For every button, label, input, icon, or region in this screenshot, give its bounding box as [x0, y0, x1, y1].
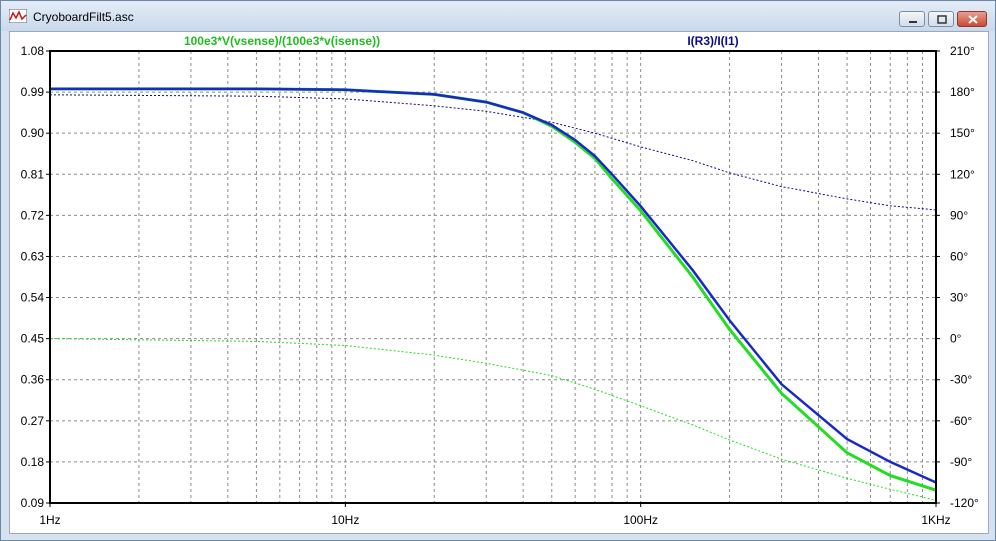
x-tick-label: 1Hz — [39, 513, 60, 527]
y-tick-label-right: 90° — [950, 208, 968, 222]
y-tick-label-right: 120° — [950, 167, 975, 181]
trace-label-vsense: 100e3*V(vsense)/(100e3*v(isense)) — [184, 34, 380, 48]
y-tick-label-right: 60° — [950, 249, 968, 263]
y-tick-label-right: 30° — [950, 291, 968, 305]
window-title: CryoboardFilt5.asc — [33, 10, 134, 24]
close-icon — [968, 15, 978, 24]
restore-icon — [937, 15, 947, 24]
y-tick-label-left: 0.09 — [21, 496, 45, 510]
series-phase-ir3 — [49, 94, 937, 211]
minimize-icon — [909, 21, 917, 23]
y-tick-label-right: -90° — [950, 455, 972, 469]
x-tick-label: 10Hz — [331, 513, 359, 527]
y-tick-label-left: 0.72 — [21, 208, 45, 222]
y-tick-label-left: 0.90 — [21, 126, 45, 140]
y-tick-label-left: 0.81 — [21, 167, 45, 181]
bode-plot[interactable]: 1.08 0.99 0.90 0.81 0.72 0.63 0.54 0.45 0.36 0.27… — [10, 32, 988, 533]
close-button[interactable] — [957, 11, 987, 27]
y-tick-label-right: -30° — [950, 373, 972, 387]
y-tick-label-right: -60° — [950, 414, 972, 428]
series-magnitude-vsense — [50, 87, 937, 492]
waveform-app-icon — [9, 9, 27, 23]
y-tick-label-left: 0.99 — [21, 85, 45, 99]
y-tick-label-left: 1.08 — [21, 44, 45, 58]
y-tick-label-right: -120° — [950, 496, 979, 510]
x-tick-label: 100Hz — [623, 513, 658, 527]
title-bar[interactable]: CryoboardFilt5.asc — [1, 1, 995, 31]
minimize-button[interactable] — [899, 11, 925, 27]
plot-frame — [49, 50, 937, 504]
y-tick-label-right: 150° — [950, 126, 975, 140]
trace-label-ir3: I(R3)/I(I1) — [687, 34, 738, 48]
y-tick-label-left: 0.36 — [21, 373, 45, 387]
y-tick-label-right: 210° — [950, 44, 975, 58]
y-tick-label-left: 0.45 — [21, 332, 45, 346]
series-magnitude-ir3 — [50, 87, 937, 484]
y-tick-label-right: 0° — [950, 332, 962, 346]
y-tick-label-right: 180° — [950, 85, 975, 99]
maximize-button[interactable] — [928, 11, 954, 27]
series-phase-vsense — [49, 338, 937, 501]
y-tick-label-left: 0.27 — [21, 414, 45, 428]
plot-pane[interactable]: 1.08 0.99 0.90 0.81 0.72 0.63 0.54 0.45 0.36 0.27… — [9, 31, 989, 534]
y-tick-label-left: 0.63 — [21, 249, 45, 263]
y-tick-label-left: 0.54 — [21, 291, 45, 305]
x-tick-label: 1KHz — [921, 513, 950, 527]
y-tick-label-left: 0.18 — [21, 455, 45, 469]
